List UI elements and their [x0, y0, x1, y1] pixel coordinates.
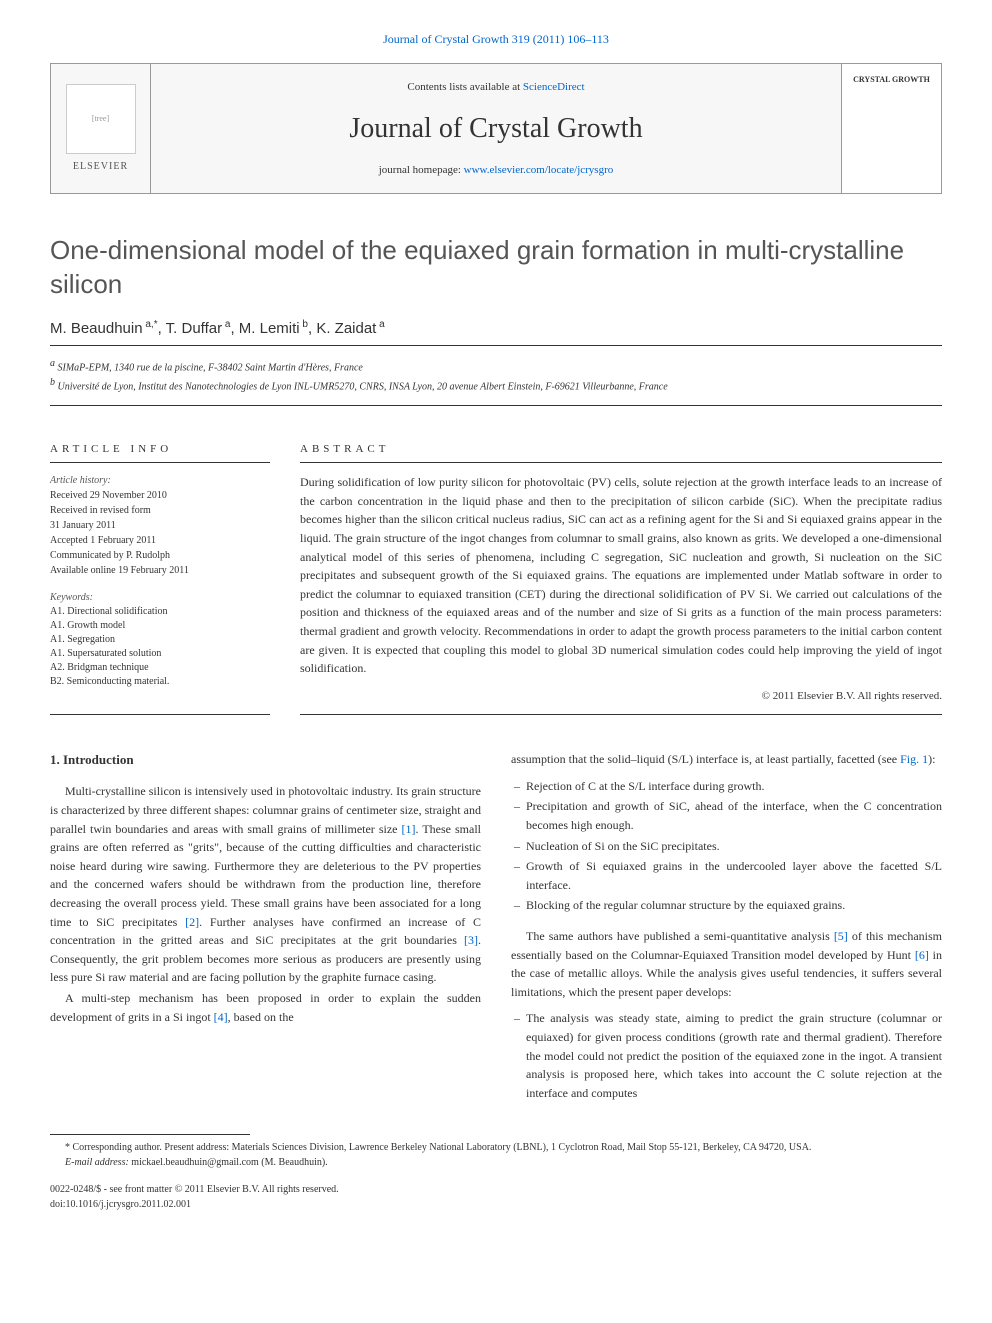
bullet-item: –Rejection of C at the S/L interface dur… [511, 777, 942, 796]
authors-line: M. Beaudhuin a,*, T. Duffar a, M. Lemiti… [50, 317, 942, 347]
elsevier-tree-icon: [tree] [66, 84, 136, 154]
author: K. Zaidat a [316, 320, 384, 337]
publication-note: 0022-0248/$ - see front matter © 2011 El… [50, 1182, 942, 1197]
article-info-sidebar: ARTICLE INFO Article history: Received 2… [50, 441, 270, 716]
contents-text: Contents lists available at ScienceDirec… [166, 79, 826, 96]
col2-paragraph-2: The same authors have published a semi-q… [511, 927, 942, 1001]
keyword-item: A1. Directional solidification [50, 605, 270, 619]
elsevier-logo: [tree] ELSEVIER [51, 64, 151, 193]
email-line: E-mail address: mickael.beaudhuin@gmail.… [50, 1155, 942, 1170]
author-affiliation-mark: a [376, 319, 384, 330]
author: M. Lemiti b [239, 320, 308, 337]
bullet-item: –Nucleation of Si on the SiC precipitate… [511, 837, 942, 856]
banner-center: Contents lists available at ScienceDirec… [151, 64, 841, 193]
history-item: Communicated by P. Rudolph [50, 548, 270, 563]
citation-link[interactable]: Journal of Crystal Growth 319 (2011) 106… [50, 30, 942, 48]
corresponding-author-note: * Corresponding author. Present address:… [50, 1140, 942, 1155]
keyword-item: A2. Bridgman technique [50, 661, 270, 675]
footnote-divider [50, 1134, 250, 1135]
bullet-item: –The analysis was steady state, aiming t… [511, 1009, 942, 1102]
abstract-section: ABSTRACT During solidification of low pu… [300, 441, 942, 716]
article-info-heading: ARTICLE INFO [50, 441, 270, 464]
crystal-growth-logo: CRYSTAL GROWTH [841, 64, 941, 193]
ref-link-1[interactable]: [1] [402, 822, 416, 836]
sciencedirect-link[interactable]: ScienceDirect [523, 81, 585, 93]
keyword-item: A1. Segregation [50, 633, 270, 647]
col2-paragraph-1: assumption that the solid–liquid (S/L) i… [511, 750, 942, 769]
author: T. Duffar a [166, 320, 231, 337]
body-column-right: assumption that the solid–liquid (S/L) i… [511, 750, 942, 1114]
publisher-label: ELSEVIER [73, 159, 128, 174]
ref-link-3[interactable]: [3] [464, 933, 478, 947]
article-title: One-dimensional model of the equiaxed gr… [50, 234, 942, 302]
ref-link-2[interactable]: [2] [185, 915, 199, 929]
history-item: Accepted 1 February 2011 [50, 533, 270, 548]
author: M. Beaudhuin a,* [50, 320, 158, 337]
author-affiliation-mark: b [300, 319, 308, 330]
keywords-label: Keywords: [50, 590, 270, 605]
intro-paragraph-2: A multi-step mechanism has been proposed… [50, 989, 481, 1026]
affiliation-line: b Université de Lyon, Institut des Nanot… [50, 375, 942, 394]
history-item: Received in revised form [50, 503, 270, 518]
homepage-link[interactable]: www.elsevier.com/locate/jcrysgro [464, 164, 614, 176]
bullet-item: –Blocking of the regular columnar struct… [511, 896, 942, 915]
bullet-item: –Precipitation and growth of SiC, ahead … [511, 797, 942, 834]
ref-link-6[interactable]: [6] [915, 948, 929, 962]
bullet-item: –Growth of Si equiaxed grains in the und… [511, 857, 942, 894]
journal-banner: [tree] ELSEVIER Contents lists available… [50, 63, 942, 194]
footer-section: * Corresponding author. Present address:… [0, 1124, 992, 1242]
fig-link-1[interactable]: Fig. 1 [900, 752, 928, 766]
keyword-item: A1. Supersaturated solution [50, 647, 270, 661]
abstract-text: During solidification of low purity sili… [300, 473, 942, 678]
section-heading-intro: 1. Introduction [50, 750, 481, 770]
history-item: 31 January 2011 [50, 518, 270, 533]
ref-link-4[interactable]: [4] [214, 1010, 228, 1024]
keyword-item: A1. Growth model [50, 619, 270, 633]
history-label: Article history: [50, 473, 270, 488]
affiliation-line: a SIMaP-EPM, 1340 rue de la piscine, F-3… [50, 356, 942, 375]
history-item: Available online 19 February 2011 [50, 563, 270, 578]
history-item: Received 29 November 2010 [50, 488, 270, 503]
body-column-left: 1. Introduction Multi-crystalline silico… [50, 750, 481, 1114]
bullet-list-1: –Rejection of C at the S/L interface dur… [511, 777, 942, 915]
affiliations: a SIMaP-EPM, 1340 rue de la piscine, F-3… [50, 356, 942, 406]
ref-link-5[interactable]: [5] [834, 929, 848, 943]
abstract-copyright: © 2011 Elsevier B.V. All rights reserved… [300, 688, 942, 705]
keyword-item: B2. Semiconducting material. [50, 675, 270, 689]
author-affiliation-mark: a [222, 319, 230, 330]
bullet-list-2: –The analysis was steady state, aiming t… [511, 1009, 942, 1102]
homepage-text: journal homepage: www.elsevier.com/locat… [166, 162, 826, 179]
journal-title: Journal of Crystal Growth [166, 108, 826, 150]
intro-paragraph-1: Multi-crystalline silicon is intensively… [50, 782, 481, 987]
author-affiliation-mark: a,* [143, 319, 158, 330]
doi-text: doi:10.1016/j.jcrysgro.2011.02.001 [50, 1197, 942, 1212]
abstract-heading: ABSTRACT [300, 441, 942, 464]
